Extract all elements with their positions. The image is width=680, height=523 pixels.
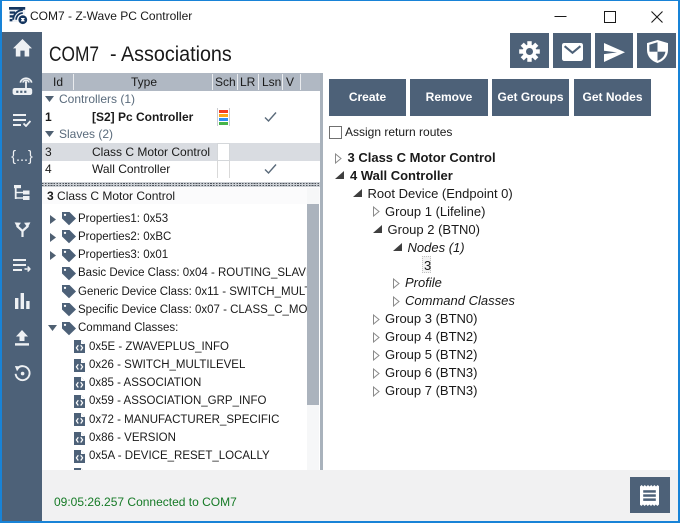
svg-text:{...}: {...} [11,149,33,165]
